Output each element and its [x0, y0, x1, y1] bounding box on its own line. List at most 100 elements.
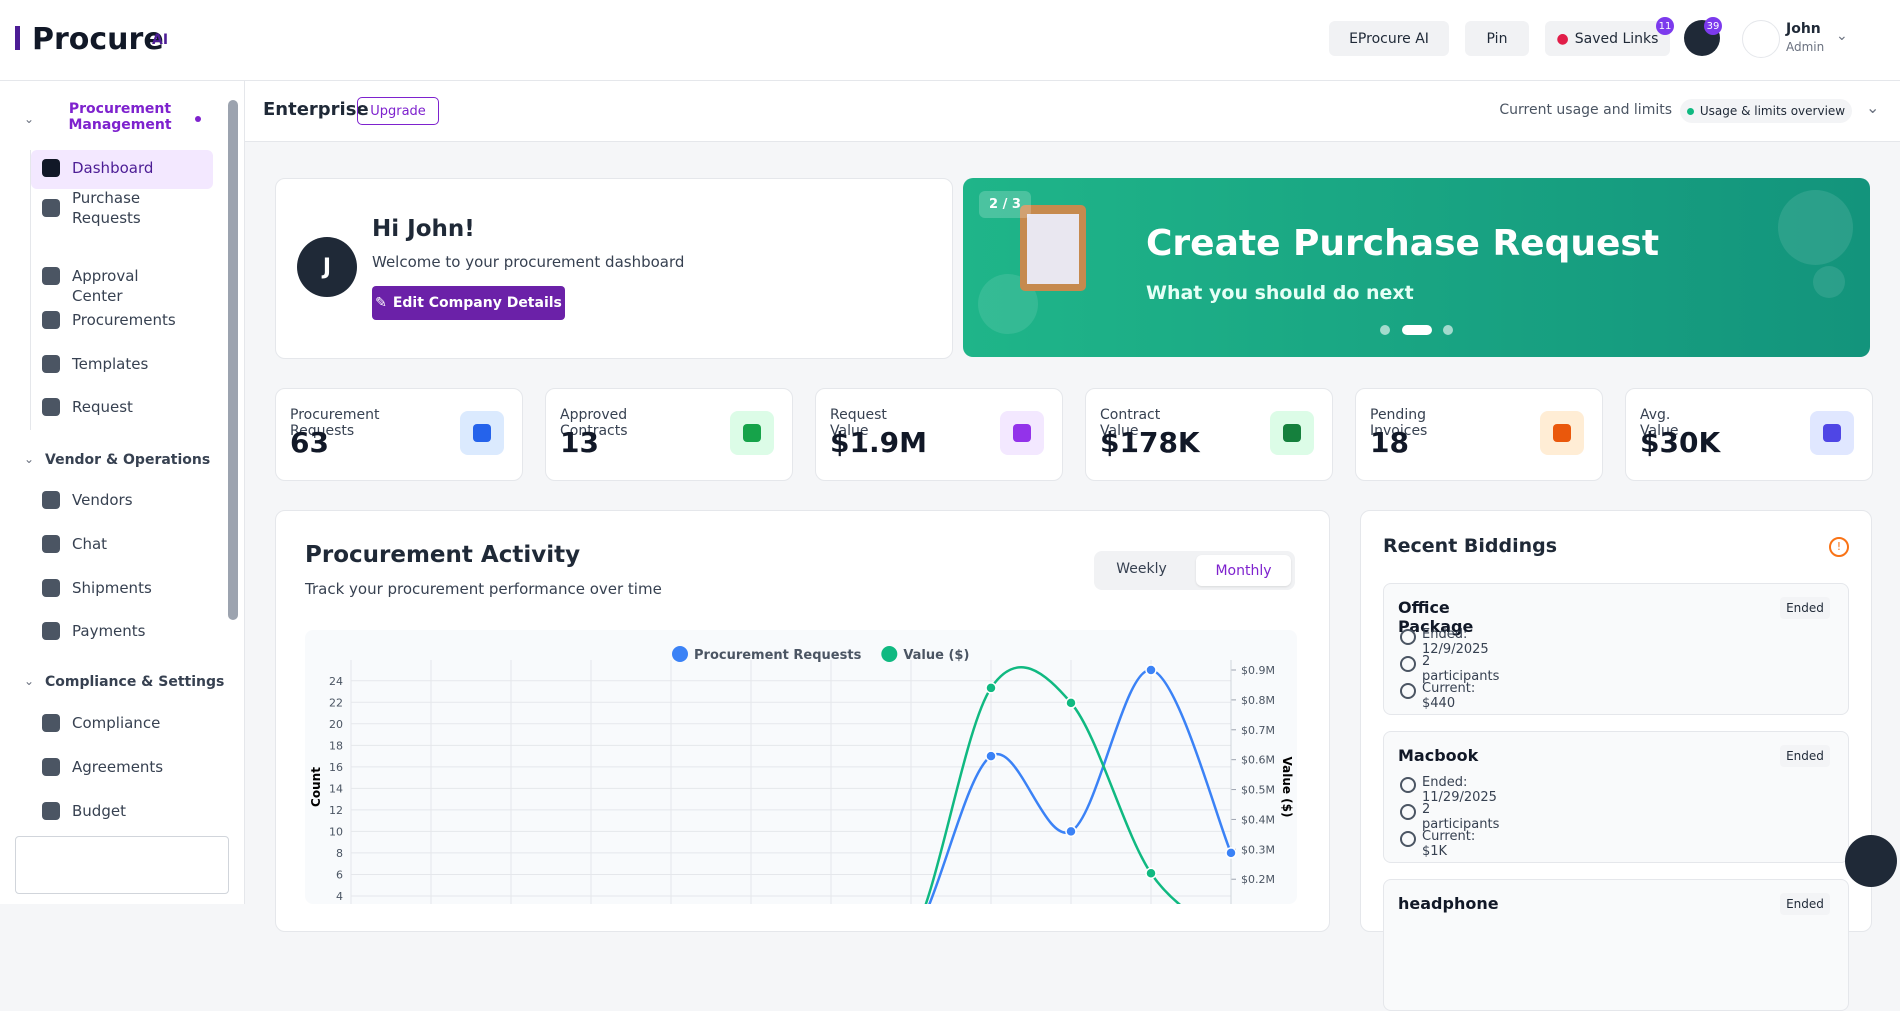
- user-avatar[interactable]: [1742, 20, 1780, 58]
- saved-links-button[interactable]: ● Saved Links: [1545, 21, 1670, 56]
- biddings-card: [1360, 510, 1872, 932]
- button-label: Saved Links: [1574, 30, 1659, 47]
- y2-tick-label: $0.8M: [1241, 694, 1275, 707]
- nav-item[interactable]: Compliance: [72, 714, 161, 732]
- brand-suffix: AI: [152, 32, 169, 48]
- nav-item[interactable]: Dashboard: [72, 159, 154, 177]
- data-point: [1145, 664, 1157, 676]
- nav-icon: [42, 802, 60, 820]
- nav-item[interactable]: Purchase Requests: [72, 189, 141, 227]
- bidding-icon: [1400, 831, 1416, 847]
- y2-tick-label: $0.3M: [1241, 843, 1275, 856]
- data-point: [985, 682, 997, 694]
- nav-item[interactable]: Payments: [72, 622, 146, 640]
- plan-bar: [245, 81, 1900, 142]
- upgrade-button[interactable]: Upgrade: [357, 97, 439, 125]
- plan-chevron[interactable]: ⌄: [1866, 98, 1880, 117]
- data-point: [1225, 847, 1237, 859]
- user-menu-chevron[interactable]: ⌄: [1836, 28, 1848, 44]
- section-chevron[interactable]: ⌄: [24, 674, 35, 688]
- pin-icon: ●: [1556, 30, 1569, 47]
- y-tick-label: 22: [329, 696, 343, 709]
- y-tick-label: 8: [336, 847, 343, 860]
- welcome-card: [275, 178, 953, 359]
- stat-value: $178K: [1100, 426, 1200, 459]
- nav-item[interactable]: Chat: [72, 535, 108, 553]
- bidding-item[interactable]: [1383, 583, 1849, 715]
- nav-item[interactable]: Approval Center: [72, 267, 139, 305]
- saved-badge: 11: [1656, 17, 1674, 35]
- nav-icon: [42, 199, 60, 217]
- section-title[interactable]: Vendor & Operations: [45, 452, 211, 468]
- bidding-ended: Ended: 11/29/2025: [1422, 775, 1497, 805]
- carousel-dot[interactable]: [1443, 325, 1453, 335]
- section-dot: [195, 116, 201, 122]
- y-tick-label: 18: [329, 739, 343, 752]
- y-tick-label: 16: [329, 761, 343, 774]
- usage-link[interactable]: Usage & limits overview: [1680, 99, 1852, 123]
- legend-label: Procurement Requests: [694, 648, 862, 663]
- section-chevron[interactable]: ⌄: [24, 112, 35, 126]
- series-line: [928, 668, 1233, 904]
- nav-icon: [42, 622, 60, 640]
- legend-marker: [881, 646, 898, 662]
- avatar: J: [297, 237, 357, 297]
- clipboard-paper: [1027, 214, 1079, 284]
- edit-company-button[interactable]: ✎ Edit Company Details: [372, 286, 565, 320]
- bidding-current: Current: $440: [1422, 681, 1476, 711]
- y2-tick-label: $0.2M: [1241, 873, 1275, 886]
- nav-item[interactable]: Shipments: [72, 579, 152, 597]
- nav-icon: [42, 535, 60, 553]
- button-label: Pin: [1486, 30, 1508, 47]
- bidding-status: Ended: [1780, 597, 1830, 619]
- section-title[interactable]: Compliance & Settings: [45, 674, 225, 690]
- bidding-item[interactable]: [1383, 731, 1849, 863]
- plan-name: Enterprise: [263, 99, 369, 120]
- org-logo-box[interactable]: [15, 836, 229, 894]
- activity-subtitle: Track your procurement performance over …: [305, 580, 662, 598]
- sidebar: [0, 81, 245, 904]
- activity-title: Procurement Activity: [305, 542, 581, 568]
- nav-item[interactable]: Budget: [72, 802, 126, 820]
- bidding-ended: Ended: 12/9/2025: [1422, 627, 1489, 657]
- nav-item[interactable]: Templates: [72, 355, 149, 373]
- stat-icon-glyph: [1013, 424, 1031, 442]
- stat-label: Approved Contracts: [560, 407, 628, 439]
- nav-item[interactable]: Vendors: [72, 491, 133, 509]
- greeting: Hi John!: [372, 216, 475, 242]
- section-title[interactable]: Procurement Management: [68, 101, 172, 133]
- nav-icon: [42, 355, 60, 373]
- pin-button[interactable]: Pin: [1465, 21, 1529, 56]
- nav-icon: [42, 267, 60, 285]
- scrollbar[interactable]: [228, 100, 238, 620]
- bidding-icon: [1400, 683, 1416, 699]
- info-icon[interactable]: !: [1829, 537, 1849, 557]
- data-point: [1145, 867, 1157, 879]
- stat-label: Request Value: [830, 407, 887, 439]
- stat-value: 63: [290, 426, 329, 459]
- carousel-dot-active[interactable]: [1402, 325, 1432, 335]
- stat-label: Contract Value: [1100, 407, 1161, 439]
- nav-item[interactable]: Request: [72, 398, 133, 416]
- carousel-dot[interactable]: [1380, 325, 1390, 335]
- section-chevron[interactable]: ⌄: [24, 452, 35, 466]
- brand-name: Procure: [32, 22, 164, 57]
- banner-title: Create Purchase Request: [1146, 223, 1660, 264]
- chatbot-button[interactable]: [1845, 835, 1897, 887]
- nav-item[interactable]: Agreements: [72, 758, 164, 776]
- nav-rail: [30, 150, 31, 430]
- nav-item[interactable]: Procurements: [72, 311, 176, 329]
- y-tick-label: 20: [329, 718, 343, 731]
- banner-subtitle: What you should do next: [1146, 282, 1414, 304]
- stat-value: 13: [560, 426, 599, 459]
- upgrade-label: Upgrade: [370, 103, 426, 119]
- toggle-monthly[interactable]: Monthly: [1196, 555, 1291, 586]
- eprocure-ai-button[interactable]: EProcure AI: [1329, 21, 1449, 56]
- slide-counter: 2 / 3: [979, 191, 1031, 218]
- decor-circle: [1813, 266, 1845, 298]
- bidding-icon: [1400, 629, 1416, 645]
- legend-marker: [672, 646, 688, 662]
- stat-value: $30K: [1640, 426, 1721, 459]
- toggle-weekly[interactable]: Weekly: [1116, 561, 1167, 577]
- biddings-title: Recent Biddings: [1383, 535, 1558, 557]
